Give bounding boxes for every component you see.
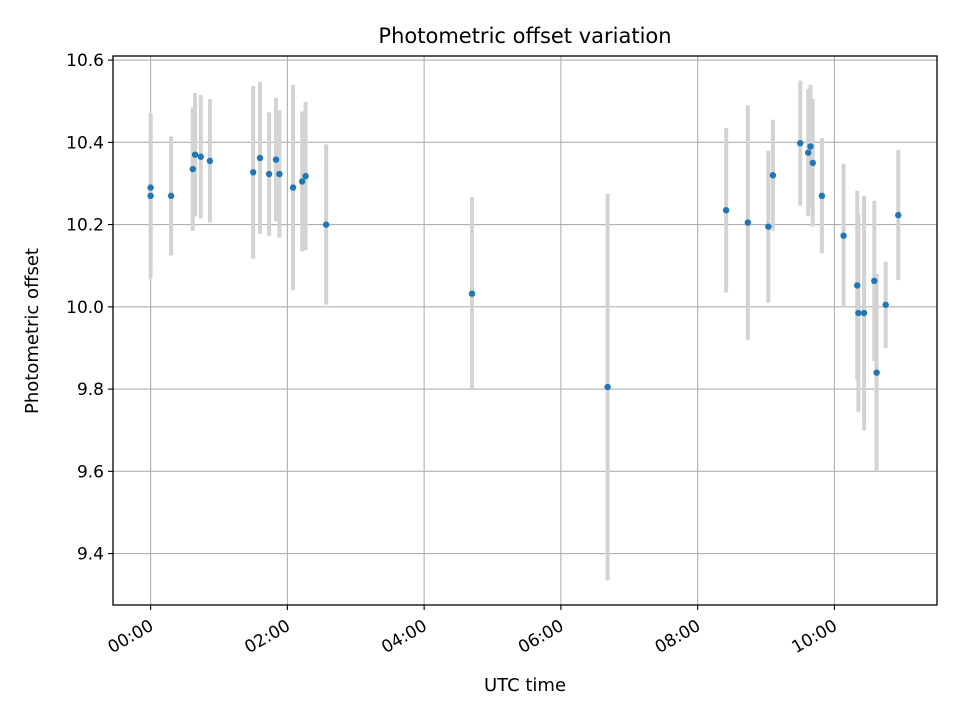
- data-point: [249, 169, 257, 176]
- y-tick-label: 10.6: [66, 51, 104, 71]
- data-point: [809, 159, 816, 167]
- y-tick-label: 10.4: [66, 133, 104, 153]
- y-tick-label: 9.6: [77, 462, 104, 482]
- data-points: [147, 139, 902, 391]
- data-point: [197, 153, 204, 160]
- grid: [113, 56, 937, 605]
- data-point: [840, 232, 847, 239]
- data-point: [298, 178, 306, 185]
- data-point: [265, 170, 273, 178]
- data-point: [860, 309, 868, 317]
- data-point: [895, 211, 902, 219]
- y-tick-label: 9.4: [77, 545, 104, 565]
- data-point: [871, 277, 878, 285]
- data-point: [189, 165, 196, 173]
- data-point: [882, 301, 889, 308]
- data-point: [468, 290, 476, 297]
- chart-title: Photometric offset variation: [378, 24, 671, 48]
- y-axis-title: Photometric offset: [22, 248, 43, 414]
- y-tick-label: 10.0: [66, 298, 104, 318]
- data-point: [855, 309, 862, 317]
- data-point: [873, 369, 880, 376]
- data-point: [769, 172, 777, 179]
- data-point: [289, 184, 297, 191]
- data-point: [765, 223, 772, 230]
- data-point: [322, 221, 330, 228]
- data-point: [604, 383, 611, 391]
- data-point: [818, 192, 826, 200]
- data-point: [147, 192, 154, 200]
- data-point: [167, 192, 175, 200]
- data-point: [805, 149, 812, 156]
- data-point: [797, 139, 804, 147]
- data-point: [807, 143, 814, 150]
- y-tick-label: 9.8: [77, 380, 104, 400]
- plot-frame: [112, 55, 938, 606]
- data-point: [206, 157, 214, 165]
- data-point: [147, 184, 154, 191]
- data-point: [854, 282, 861, 289]
- data-point: [722, 207, 730, 214]
- data-point: [744, 219, 752, 226]
- y-tick-label: 10.2: [66, 216, 104, 236]
- data-point: [256, 154, 264, 162]
- data-point: [302, 172, 309, 180]
- data-point: [191, 151, 199, 158]
- data-point: [276, 170, 283, 178]
- x-axis-title: UTC time: [484, 675, 566, 696]
- data-point: [272, 156, 280, 163]
